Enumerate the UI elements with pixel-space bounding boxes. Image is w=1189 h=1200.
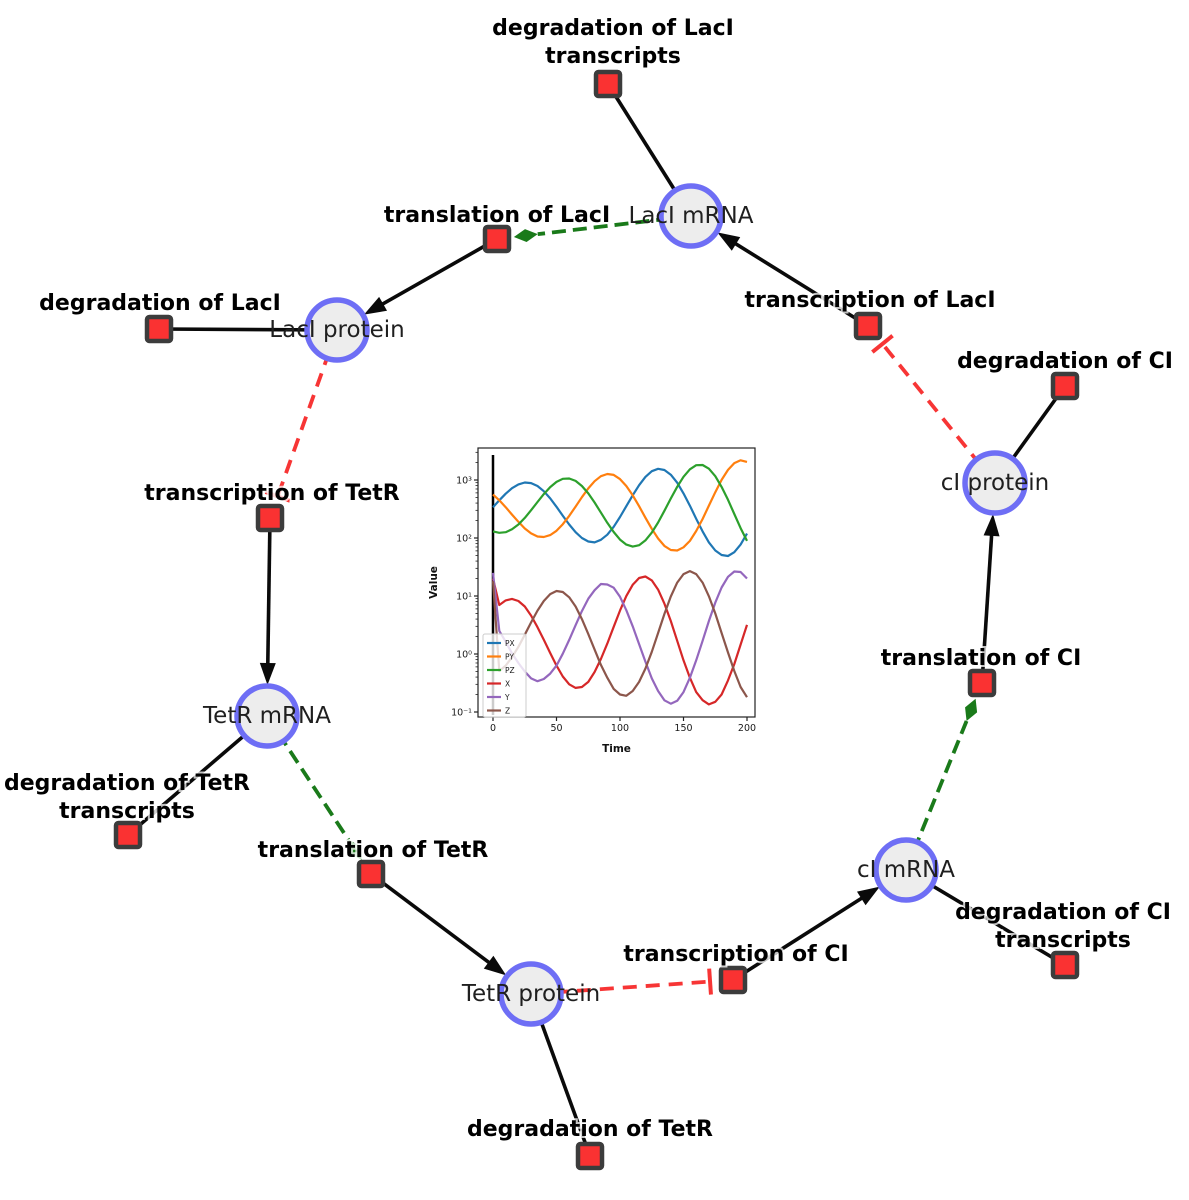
reaction-label-tl-ci: translation of CI (881, 646, 1082, 671)
reaction-label-tx-laci: transcription of LacI (744, 288, 995, 313)
reaction-label-deg-tetr-tx: degradation of TetR transcripts (4, 771, 250, 824)
species-label-ci-protein: cI protein (941, 470, 1050, 496)
edge-production-tl_ci-ci_protein (980, 513, 1000, 684)
legend-label-pz: PZ (505, 666, 515, 675)
reaction-label-deg-ci: degradation of CI (957, 349, 1173, 374)
reaction-node-tl-ci[interactable] (967, 668, 997, 698)
time-series-inset-chart: 0 50 100 150 200 10⁻¹ 10⁰ 10¹ 10² 10³ Time Value PX P… (425, 433, 770, 765)
reaction-node-deg-laci[interactable] (144, 314, 174, 344)
reaction-node-deg-ci-tx[interactable] (1050, 950, 1080, 980)
legend-label-px: PX (505, 639, 515, 648)
reaction-node-tx-laci[interactable] (853, 311, 883, 341)
x-tick-label: 150 (674, 723, 692, 734)
species-label-tetr-protein: TetR protein (461, 981, 600, 1007)
reaction-label-tl-tetr: translation of TetR (258, 838, 489, 863)
y-axis-label: Value (428, 566, 440, 599)
y-tick-label: 10⁰ (456, 650, 472, 661)
edge-production-tl_laci-laci_protein (363, 237, 498, 315)
x-tick-label: 100 (611, 723, 629, 734)
series-layer (491, 459, 749, 706)
reaction-label-deg-laci-tx: degradation of LacI transcripts (492, 16, 734, 69)
reaction-node-tl-tetr[interactable] (356, 859, 386, 889)
edge-production-tx_ci-ci_mrna (732, 886, 880, 982)
time-series-plot: 0 50 100 150 20010⁻¹10⁰10¹10²10³TimeValuePXP… (425, 433, 770, 765)
species-node-tetr-mrna[interactable] (234, 683, 300, 749)
species-label-laci-mrna: LacI mRNA (629, 203, 754, 229)
reaction-node-tx-tetr[interactable] (255, 503, 285, 533)
y-tick-label: 10⁻¹ (451, 708, 472, 719)
edge-production-tx_laci-laci_mrna (717, 232, 869, 328)
axis-ticks: 0 50 100 150 200 10⁻¹ 10⁰ 10¹ 10² 10³ (451, 451, 756, 734)
reaction-label-tx-tetr: transcription of TetR (144, 481, 400, 506)
legend-label-z: Z (505, 706, 510, 715)
reaction-node-deg-laci-tx[interactable] (593, 69, 623, 99)
x-axis-label: Time (602, 743, 631, 755)
species-label-tetr-mrna: TetR mRNA (202, 703, 331, 729)
reaction-node-tl-laci[interactable] (482, 224, 512, 254)
species-label-ci-mrna: cI mRNA (857, 857, 955, 883)
axes-frame (477, 447, 756, 718)
species-node-laci-protein[interactable] (304, 297, 370, 363)
edge-production-tl_tetr-tetr_protein (369, 872, 507, 976)
legend-label-y: Y (504, 693, 510, 702)
series-line-x (491, 575, 749, 706)
x-tick-label: 200 (738, 723, 756, 734)
reaction-label-tl-laci: translation of LacI (384, 203, 610, 228)
species-node-laci-mrna[interactable] (658, 183, 724, 249)
series-line-z (491, 570, 748, 698)
series-line-px (492, 467, 748, 558)
species-node-tetr-protein[interactable] (498, 961, 564, 1027)
y-tick-label: 10³ (456, 476, 472, 487)
nodes-layer (113, 69, 1080, 1171)
reaction-label-deg-tetr: degradation of TetR (467, 1117, 713, 1142)
series-line-pz (492, 463, 748, 548)
species-node-ci-protein[interactable] (962, 450, 1028, 516)
series-line-py (492, 459, 748, 552)
legend-label-x: X (505, 679, 510, 688)
reaction-label-deg-ci-tx: degradation of CI transcripts (955, 900, 1171, 953)
edge-production-tx_tetr-tetr_mrna (259, 517, 276, 686)
labels-layer: degradation of LacI transcripts translatio… (2, 14, 1175, 1144)
reaction-node-deg-ci[interactable] (1050, 371, 1080, 401)
legend: PX PY PZ XYZ (482, 633, 527, 718)
y-tick-label: 10¹ (456, 592, 472, 603)
reaction-node-deg-tetr-tx[interactable] (113, 820, 143, 850)
x-tick-label: 50 (550, 723, 562, 734)
legend-label-py: PY (505, 652, 514, 661)
species-label-laci-protein: LacI protein (269, 317, 404, 343)
reaction-node-tx-ci[interactable] (718, 965, 748, 995)
reaction-label-tx-ci: transcription of CI (623, 942, 848, 967)
y-tick-label: 10² (456, 534, 472, 545)
reaction-label-deg-laci: degradation of LacI (39, 291, 281, 316)
series-line-y (491, 570, 748, 705)
x-tick-label: 0 (490, 723, 496, 734)
species-node-ci-mrna[interactable] (873, 837, 939, 903)
reaction-node-deg-tetr[interactable] (575, 1141, 605, 1171)
